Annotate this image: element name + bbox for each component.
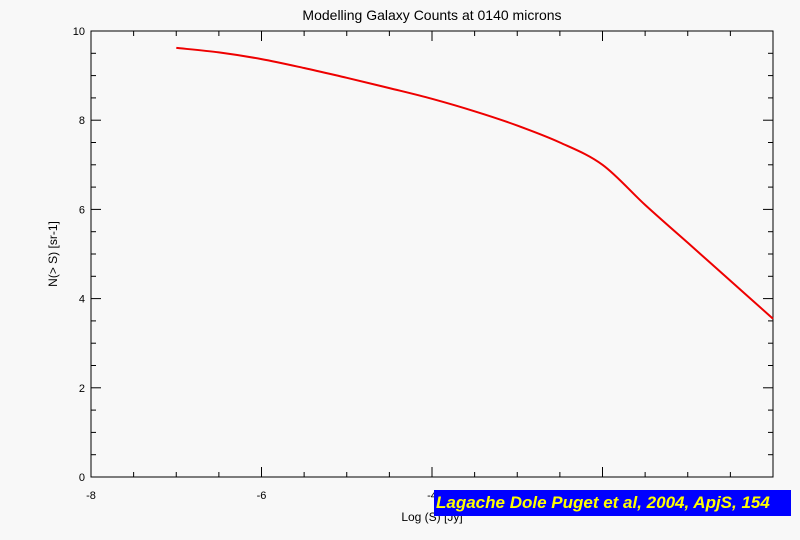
- y-axis-label: N(> S) [sr-1]: [46, 221, 60, 287]
- credit-banner: Lagache Dole Puget et al, 2004, ApjS, 15…: [434, 490, 791, 516]
- y-tick-label: 6: [79, 204, 85, 216]
- x-tick-label: -4: [427, 490, 437, 502]
- x-tick-label: -6: [257, 490, 267, 502]
- series-line: [176, 46, 774, 320]
- x-tick-label: -8: [86, 490, 96, 502]
- y-tick-label: 2: [79, 383, 85, 395]
- y-tick-label: 8: [79, 115, 85, 127]
- series-layer: [176, 46, 774, 320]
- axis-ticks: [90, 30, 774, 478]
- y-tick-label: 0: [79, 472, 85, 484]
- y-tick-label: 10: [73, 26, 85, 38]
- x-tick-labels: -8 -6 -4: [86, 490, 437, 502]
- y-tick-labels: 0 2 4 6 8 10: [73, 26, 85, 484]
- chart-title: Modelling Galaxy Counts at 0140 microns: [302, 7, 561, 23]
- y-tick-label: 4: [79, 294, 85, 306]
